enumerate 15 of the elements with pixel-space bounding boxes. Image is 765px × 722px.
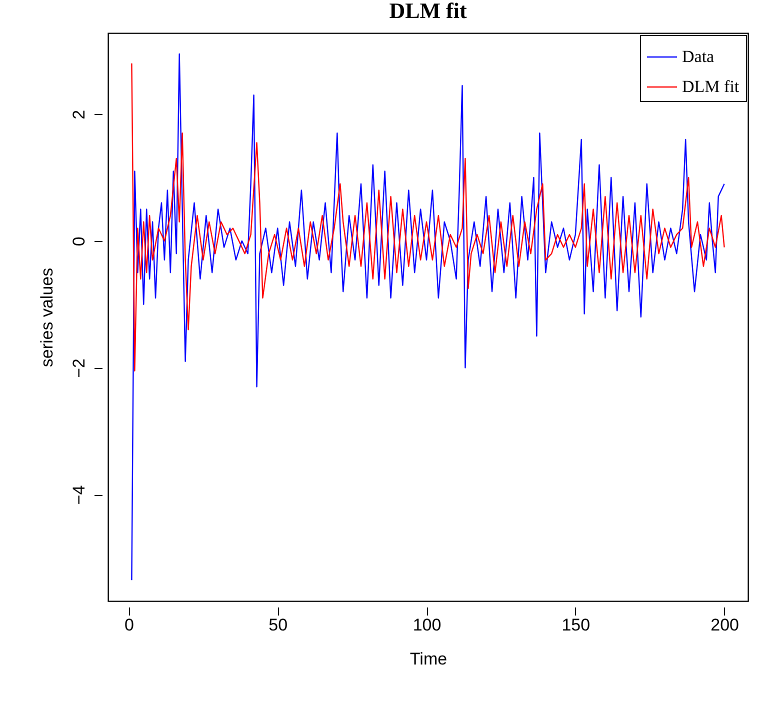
x-axis-title: Time <box>410 650 448 668</box>
y-tick-label: 0 <box>70 236 88 246</box>
x-tick-label: 100 <box>412 616 442 634</box>
legend-label: Data <box>682 47 715 66</box>
line-series <box>131 62 725 372</box>
chart-title: DLM fit <box>389 0 468 23</box>
y-tick-label: −2 <box>70 358 88 378</box>
x-tick-label: 50 <box>268 616 288 634</box>
legend-label: DLM fit <box>682 77 740 96</box>
x-tick-label: 150 <box>562 616 590 634</box>
y-tick-label: −4 <box>70 485 88 505</box>
y-tick-label: 2 <box>70 110 88 120</box>
y-axis-title: series values <box>38 268 56 368</box>
x-tick-label: 200 <box>710 616 739 634</box>
x-tick-label: 0 <box>124 616 134 634</box>
